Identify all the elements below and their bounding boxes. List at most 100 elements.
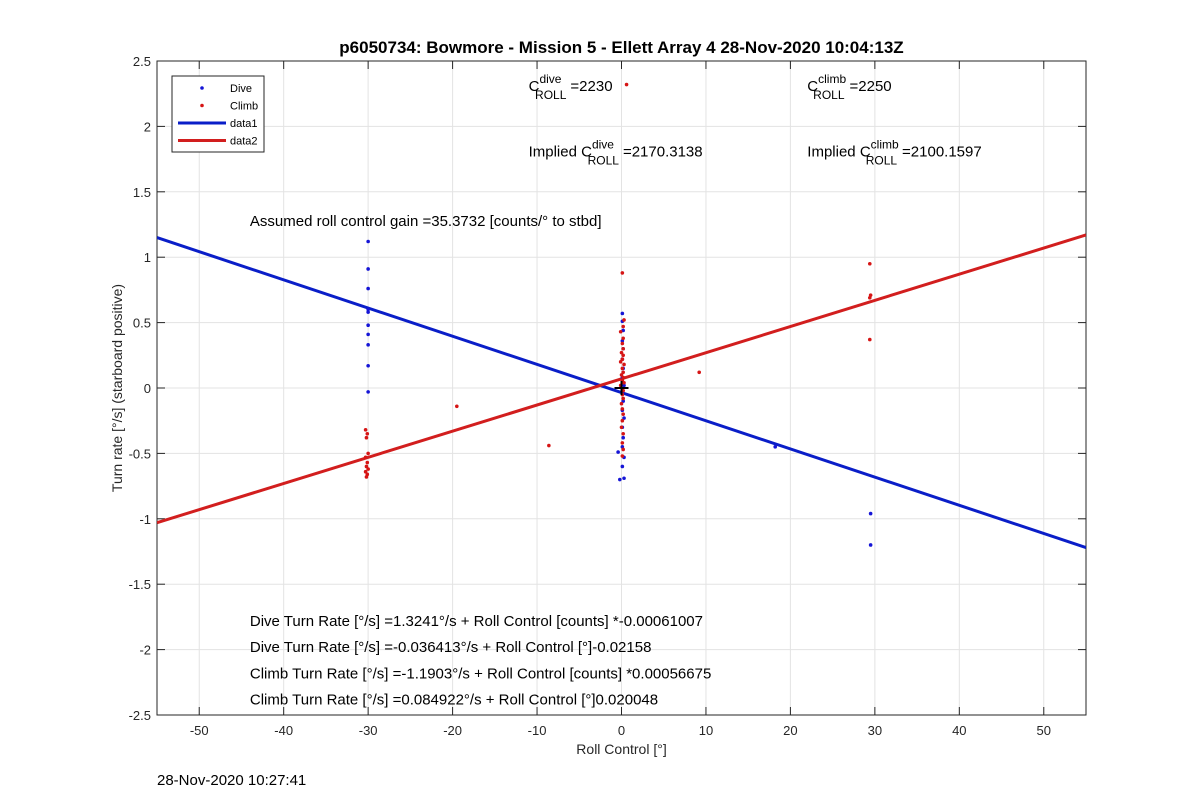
annotation-prefix: Implied [807,143,860,160]
annotation-imp_dive: Implied Cdive ROLL =2170.3138 [529,137,703,167]
climb-point [619,350,624,355]
climb-point [364,464,369,469]
x-tick-label: -10 [528,723,547,738]
plot-area: -50 -40 -30 -20 -10 0 10 20 30 40 50-2.5-2-1.5-1-0… [109,38,1087,757]
climb-point [620,366,625,371]
y-tick-label: -2.5 [129,708,151,723]
annotation-value: =2100.1597 [902,143,982,160]
climb-point [619,401,624,406]
climb-point [867,295,872,300]
annotation-eq2: Dive Turn Rate [°/s] =-0.036413°/s + Rol… [250,639,652,656]
x-tick-label: -30 [359,723,378,738]
climb-point [618,360,623,364]
y-tick-label: 0.5 [133,316,151,331]
climb-point [455,404,459,409]
dive-point [621,399,625,403]
series-climb [363,82,873,479]
climb-point [621,431,625,436]
x-axis-label: Roll Control [°] [576,741,666,757]
legend-label-climb: Climb [230,101,258,113]
climb-point [621,447,625,452]
annotation-eq1: Dive Turn Rate [°/s] =1.3241°/s + Roll C… [250,613,703,630]
climb-point [620,407,625,411]
dive-point [868,543,873,547]
annotation-base: C [860,143,871,160]
legend: Dive Climb data1 data2 [171,75,265,153]
annotation-subscript: ROLL [866,153,898,167]
climb-point [622,362,626,367]
climb-point [620,441,625,445]
annotation-subscript: ROLL [588,153,620,167]
dive-point [616,450,620,454]
dive-point [366,390,370,394]
climb-point [697,370,701,375]
annotation-value: =2230 [570,78,612,95]
x-tick-label: -50 [190,723,209,738]
annotation-c_climb: Cclimb ROLL =2250 [807,72,891,102]
dive-point [366,267,370,271]
climb-point [621,346,625,351]
x-tick-label: 30 [868,723,882,738]
dive-point [366,286,370,291]
climb-point [621,324,625,329]
dive-point [622,476,626,481]
annotation-value: =2170.3138 [623,143,703,160]
dive-point [366,332,370,337]
x-tick-label: 0 [618,723,625,738]
climb-point [365,460,370,465]
y-tick-label: 2 [144,119,151,134]
x-tick-label: 40 [952,723,966,738]
y-tick-label: 1.5 [133,185,151,200]
x-tick-label: -40 [274,723,293,738]
legend-marker-dive [200,86,204,90]
annotation-eq3: Climb Turn Rate [°/s] =-1.1903°/s + Roll… [250,665,711,682]
plot-clip-group [157,82,1086,549]
dive-point [622,383,626,388]
climb-point [622,380,626,385]
chart-title: p6050734: Bowmore - Mission 5 - Ellett A… [339,38,903,57]
origin-plus-marker [614,381,629,395]
climb-point [620,341,625,346]
climb-point [621,412,625,416]
y-tick-label: -1 [139,512,151,527]
annotation-subscript: ROLL [813,88,845,102]
y-tick-label: 2.5 [133,54,151,69]
x-tick-label: -20 [443,723,462,738]
dive-point [366,343,370,347]
y-axis-label: Turn rate [°/s] (starboard positive) [109,284,125,492]
dive-point [620,464,625,469]
climb-point [867,337,872,342]
annotation-imp_climb: Implied Cclimb ROLL =2100.1597 [807,137,981,167]
annotation-superscript: dive [592,137,614,151]
climb-point [621,396,625,401]
annotation-value: =2250 [850,78,892,95]
legend-label-data1: data1 [230,118,258,130]
y-tick-label: 1 [144,250,151,265]
annotation-base: C [529,78,540,95]
annotation-eq4: Climb Turn Rate [°/s] =0.084922°/s + Rol… [250,692,658,709]
x-tick-label: 10 [699,723,713,738]
y-tick-label: 0 [144,381,151,396]
climb-point [364,475,369,479]
annotation-prefix: Implied [529,143,582,160]
annotation-base: C [807,78,818,95]
climb-point [620,271,625,275]
climb-point [620,418,625,423]
climb-point [618,329,623,334]
annotation-base: C [581,143,592,160]
climb-point [867,261,872,266]
climb-point [619,373,624,377]
climb-point [365,431,370,436]
dive-point [620,311,625,316]
y-tick-label: -0.5 [129,446,151,461]
annotation-subscript: ROLL [535,88,567,102]
legend-marker-climb [200,103,204,108]
x-tick-label: 20 [783,723,797,738]
climb-point [624,82,629,87]
climb-point [621,370,625,375]
dive-point [366,239,370,244]
annotation-c_dive: Cdive ROLL =2230 [529,72,613,102]
climb-point [621,336,625,341]
legend-label-data2: data2 [230,136,258,148]
